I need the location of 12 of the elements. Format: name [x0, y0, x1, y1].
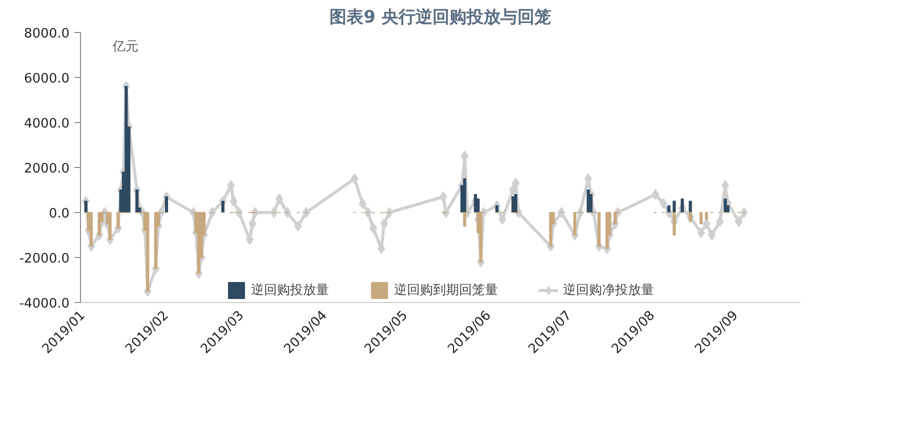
- y-tick-label: 0.0: [48, 206, 70, 222]
- y-axis-title: 亿元: [112, 40, 139, 54]
- legend-label: 逆回购净投放量: [563, 282, 654, 299]
- y-tick-label: 4000.0: [24, 116, 70, 132]
- y-tick-label: 8000.0: [24, 26, 70, 42]
- chart-title: 图表9 央行逆回购投放与回笼: [330, 8, 552, 28]
- y-tick-label: -4000.0: [19, 296, 70, 312]
- y-tick-label: 6000.0: [24, 72, 70, 86]
- y-tick-label: 2000.0: [24, 162, 70, 176]
- legend-label: 逆回购投放量: [251, 282, 329, 299]
- y-tick-label: -2000.0: [19, 252, 70, 266]
- legend-label: 逆回购到期回笼量: [394, 282, 498, 299]
